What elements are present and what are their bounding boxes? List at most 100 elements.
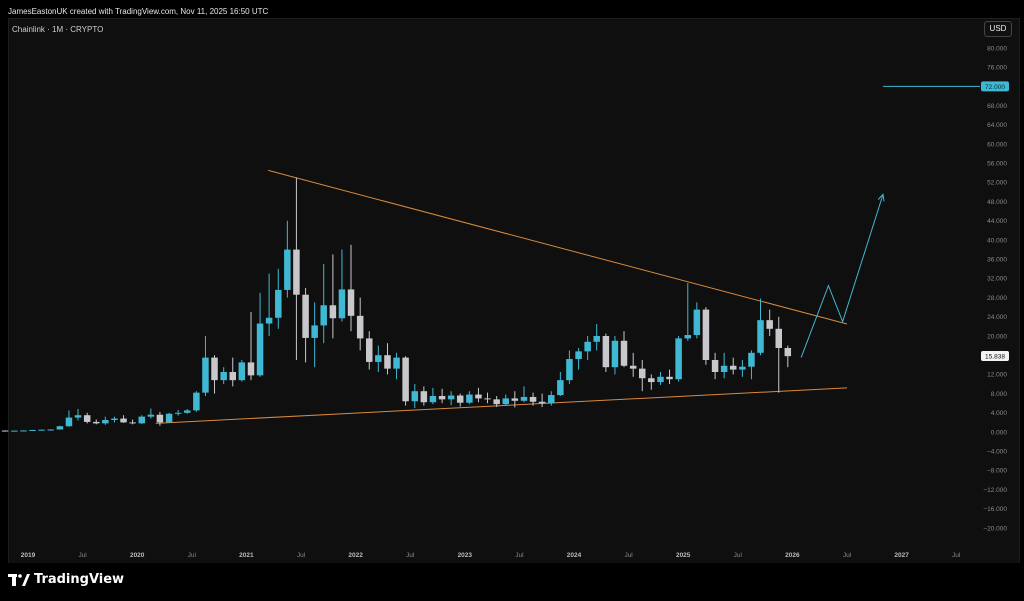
candle-bullish — [575, 351, 582, 360]
candle-bearish — [384, 355, 391, 369]
candle-bearish — [529, 396, 537, 402]
current-price-label-bg — [981, 350, 1009, 361]
y-tick-label: 8.000 — [991, 391, 1008, 398]
candle-bullish — [684, 335, 692, 339]
candle-bullish — [375, 355, 382, 362]
candle-bullish — [38, 429, 45, 431]
candle-bullish — [311, 325, 318, 338]
brand-name: TradingView — [34, 572, 125, 587]
symbol-label: Chainlink · 1M · CRYPTO — [12, 25, 104, 34]
y-tick-label: 64.000 — [987, 122, 1007, 129]
candle-bullish — [138, 416, 146, 424]
x-tick-label: Jul — [188, 552, 197, 559]
x-tick-label: Jul — [843, 552, 852, 559]
y-tick-label: −4.000 — [987, 449, 1007, 456]
x-tick-label: Jul — [515, 552, 524, 559]
candle-bullish — [720, 365, 728, 372]
candle-bullish — [174, 412, 182, 414]
candle-bullish — [65, 417, 73, 427]
candle-bearish — [629, 365, 637, 369]
candle-bullish — [147, 414, 155, 417]
candle-bearish — [211, 357, 218, 381]
y-tick-label: 0.000 — [991, 429, 1008, 436]
candle-bearish — [766, 320, 773, 329]
chart-panel[interactable] — [8, 18, 1020, 565]
candle-bullish — [429, 396, 437, 403]
x-tick-label: 2023 — [458, 552, 473, 559]
y-tick-label: 20.000 — [987, 333, 1007, 340]
candle-bearish — [83, 415, 91, 422]
candle-bearish — [493, 399, 500, 405]
y-tick-label: 44.000 — [987, 218, 1007, 225]
projection-arrowhead — [877, 193, 885, 202]
y-tick-label: −12.000 — [983, 487, 1007, 494]
candle-bullish — [657, 376, 664, 383]
candle-bearish — [648, 378, 655, 383]
candle-bullish — [748, 352, 755, 367]
y-tick-label: 76.000 — [987, 65, 1007, 72]
candle-bullish — [275, 289, 282, 318]
candle-bearish — [302, 294, 309, 338]
candle-bullish — [566, 359, 573, 381]
candle-bearish — [93, 421, 100, 424]
candle-bearish — [711, 360, 719, 372]
x-tick-label: Jul — [734, 552, 743, 559]
candle-bullish — [693, 309, 701, 336]
y-tick-label: −20.000 — [983, 525, 1007, 532]
x-tick-label: 2026 — [785, 552, 800, 559]
current-price-label: 15.838 — [985, 353, 1005, 360]
candle-bullish — [548, 395, 555, 404]
candle-bearish — [156, 414, 164, 423]
candle-bullish — [20, 430, 27, 432]
candle-bearish — [247, 362, 255, 376]
x-tick-label: 2022 — [348, 552, 363, 559]
upper-trendline — [268, 169, 848, 325]
candle-bearish — [620, 340, 628, 366]
candle-bearish — [356, 315, 364, 339]
candle-bullish — [593, 336, 600, 342]
x-tick-label: 2027 — [894, 552, 909, 559]
y-tick-label: 48.000 — [987, 199, 1007, 206]
target-price-label: 72.000 — [985, 84, 1005, 91]
candle-bullish — [56, 426, 64, 430]
chart-credit: JamesEastonUK created with TradingView.c… — [8, 7, 269, 16]
x-tick-label: Jul — [952, 552, 961, 559]
candle-bullish — [338, 289, 346, 319]
candle-bullish — [447, 395, 455, 400]
candle-bearish — [366, 338, 373, 362]
y-tick-label: 68.000 — [987, 103, 1007, 110]
candle-bullish — [265, 317, 273, 324]
candle-bearish — [475, 394, 482, 399]
candle-bullish — [47, 429, 54, 431]
candle-bullish — [238, 362, 246, 381]
target-price-label-bg — [981, 81, 1009, 92]
candle-bullish — [675, 338, 682, 380]
x-tick-label: 2021 — [239, 552, 254, 559]
candle-bearish — [329, 305, 337, 319]
candle-bearish — [129, 422, 136, 424]
candle-bearish — [420, 391, 428, 403]
y-tick-label: 40.000 — [987, 237, 1007, 244]
candle-bearish — [666, 376, 673, 380]
y-tick-label: 52.000 — [987, 180, 1007, 187]
tradingview-logo-icon — [8, 573, 30, 586]
x-tick-label: 2019 — [21, 552, 36, 559]
y-tick-label: 32.000 — [987, 276, 1007, 283]
candle-bearish — [784, 348, 792, 357]
candle-bullish — [102, 420, 109, 424]
tradingview-logo[interactable]: TradingView — [8, 572, 124, 587]
candle-bullish — [193, 392, 200, 411]
candle-bearish — [538, 401, 546, 404]
y-tick-label: 36.000 — [987, 257, 1007, 264]
candle-bearish — [775, 328, 782, 348]
top-bar: JamesEastonUK created with TradingView.c… — [0, 0, 1024, 22]
candle-bullish — [584, 341, 591, 352]
y-tick-label: −16.000 — [983, 506, 1007, 513]
candle-bullish — [256, 323, 264, 376]
candle-bullish — [220, 372, 227, 381]
currency-button[interactable]: USD — [984, 21, 1012, 37]
candle-bearish — [484, 398, 491, 400]
x-tick-label: Jul — [78, 552, 87, 559]
candle-bullish — [284, 249, 291, 290]
